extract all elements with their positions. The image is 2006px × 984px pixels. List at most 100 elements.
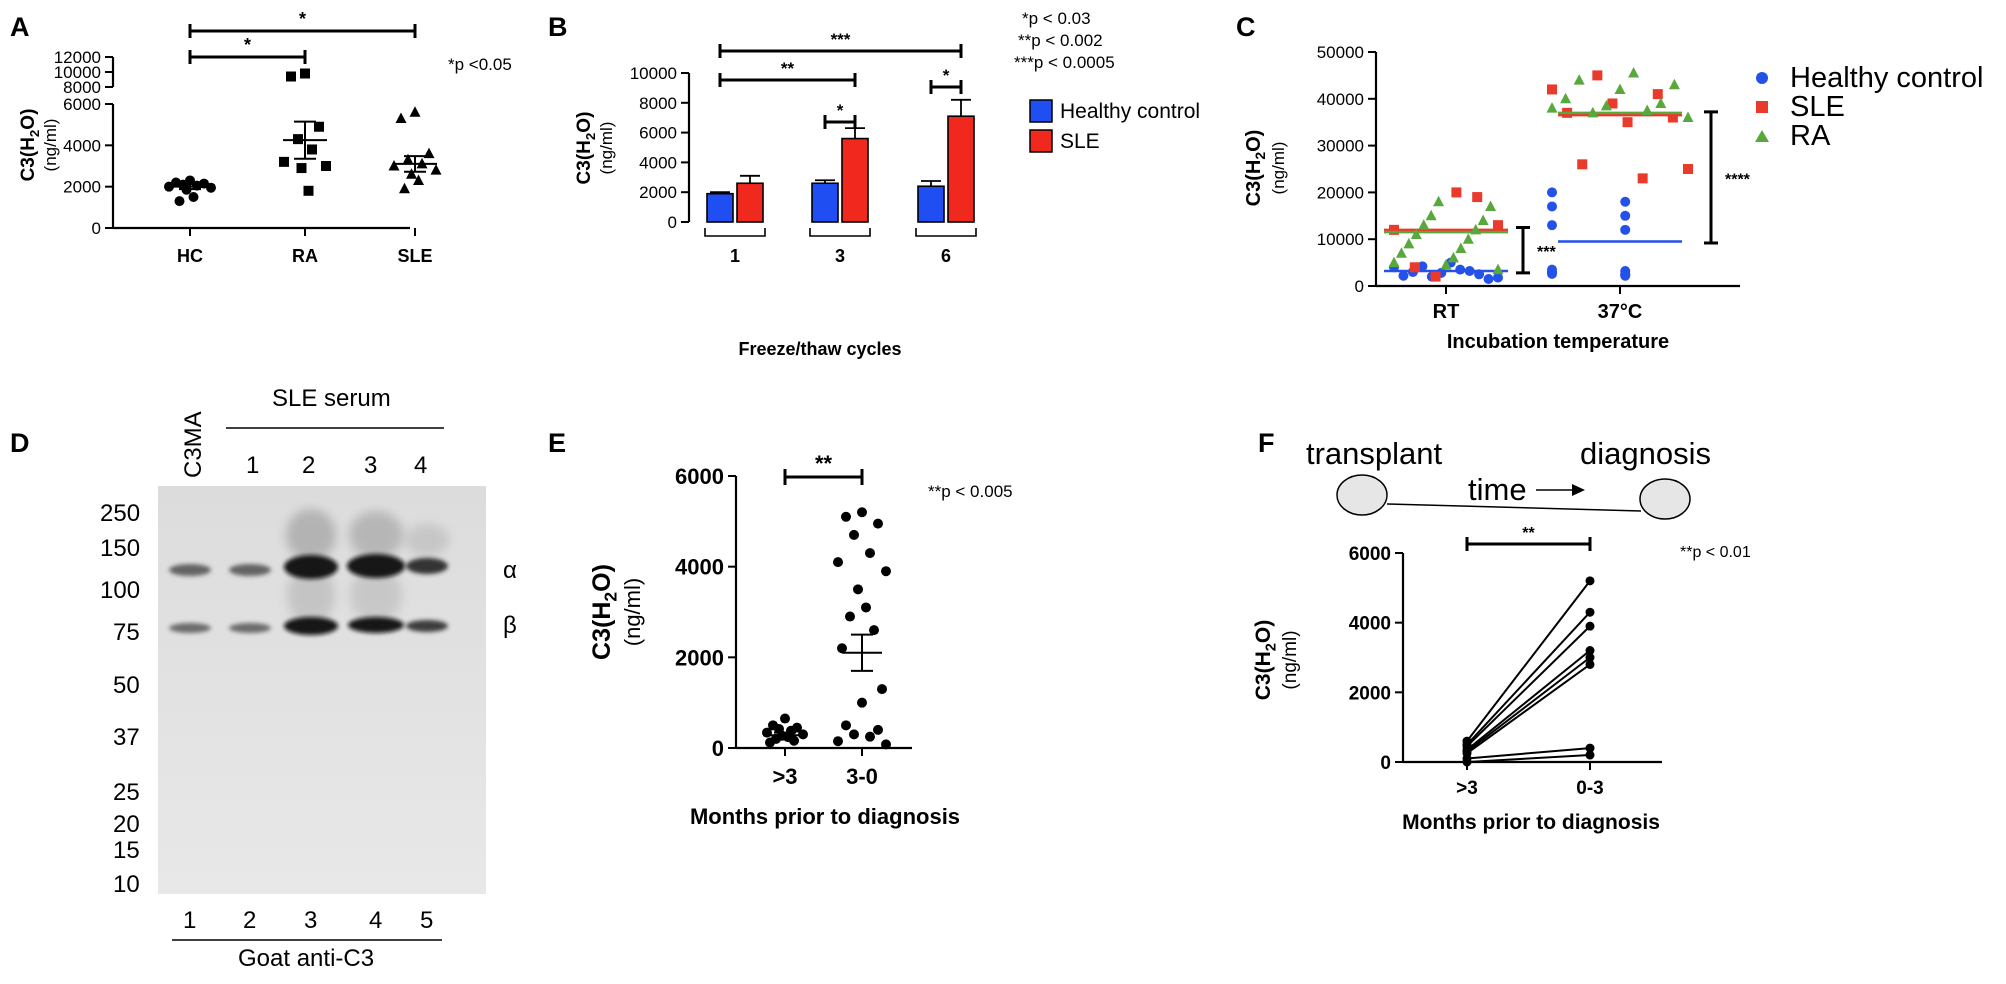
panel-c-ytick-label: 30000 (1317, 137, 1364, 156)
panel-e-point (881, 739, 891, 750)
panel-c-legend: Healthy control SLE RA (1755, 62, 1983, 152)
legend-label-sle: SLE (1060, 130, 1100, 153)
panel-e-ytick-label: 2000 (675, 645, 724, 670)
panel-c-point (1388, 256, 1400, 268)
legend-marker-healthy-control (1756, 72, 1768, 84)
panel-c-xtick-label: RT (1433, 301, 1460, 323)
panel-f-ylabel: C3(H2O) (1252, 620, 1279, 701)
panel-a-point (296, 163, 307, 174)
panel-c-point (1614, 83, 1626, 94)
panel-b-xtick-label: 6 (941, 246, 951, 266)
panel-e-point (849, 729, 859, 740)
panel-f-pair-line (1466, 656, 1591, 753)
panel-b-ytick-label: 8000 (639, 94, 677, 113)
panel-label-f: F (1258, 428, 1275, 458)
blot-bottom-lane-4: 4 (369, 907, 382, 934)
blot-lane-label-1: 1 (246, 452, 259, 479)
band-label-beta: β (503, 612, 517, 639)
panel-a-point (430, 164, 442, 175)
timeline-diagram: transplant diagnosis time (1306, 436, 1711, 520)
panel-f-point-after (1585, 743, 1595, 753)
panel-c-point (1417, 261, 1428, 272)
panel-a-sig-hc-sle-bracket (188, 24, 417, 38)
panel-a-point (303, 185, 314, 196)
panel-a-point (174, 196, 185, 207)
mw-37: 37 (113, 724, 140, 751)
panel-f-point-after (1585, 607, 1595, 617)
panel-a-point (293, 134, 303, 145)
panel-c-point (1547, 187, 1557, 198)
panel-e-point (857, 697, 867, 708)
panel-e-ytick-label: 0 (712, 736, 724, 761)
panel-c-point (1455, 264, 1466, 275)
panel-c-point (1577, 159, 1588, 170)
panel-b-bar (917, 185, 945, 223)
panel-c-point (1622, 117, 1633, 128)
panel-f-ytick-label: 2000 (1349, 683, 1391, 704)
panel-a-point (300, 68, 310, 79)
panel-c-point (1483, 273, 1494, 284)
panel-b-legend: Healthy control SLE (1029, 99, 1200, 153)
panel-b-sig-4-label: * (943, 66, 950, 85)
panel-a-ytick-label-upper: 8000 (63, 78, 101, 97)
panel-a-point (409, 106, 421, 117)
panel-c-sig-rt-bracket (1516, 226, 1530, 275)
timeline-start-label: transplant (1306, 436, 1443, 471)
panel-a-ytick-label-upper: 12000 (54, 48, 101, 67)
panel-f-pair-line (1466, 625, 1591, 748)
panel-b-sig-1-label: *** (831, 30, 851, 49)
panel-b-group-bracket (704, 228, 766, 237)
panel-e-xtick-label: >3 (772, 764, 797, 789)
panel-a-xtick-label: RA (292, 246, 318, 266)
panel-f-xlabel: Months prior to diagnosis (1402, 811, 1660, 834)
panel-a-sig-hc-ra-bracket (188, 50, 307, 64)
band-beta-lane-1 (169, 623, 211, 633)
panel-f-sig-bracket (1465, 537, 1592, 551)
legend-marker-ra (1755, 130, 1769, 142)
panel-f-sig-label: ** (1522, 525, 1535, 542)
band-alpha-lane-2 (229, 564, 271, 576)
panel-a-point (406, 168, 417, 179)
panel-b-sig-1-bracket (718, 44, 963, 58)
blot-lane-label-3: 3 (364, 452, 377, 479)
panel-c-point (1620, 270, 1631, 281)
panel-b-ytick-label: 2000 (639, 183, 677, 202)
panel-e-point (765, 737, 775, 748)
panel-c-point (1668, 78, 1680, 90)
panel-c-point (1573, 74, 1585, 85)
panel-label-b: B (548, 12, 568, 42)
panel-b-bar (841, 137, 869, 223)
panel-b-bar (811, 182, 839, 223)
panel-a-point (192, 180, 202, 191)
panel-e-point (881, 566, 891, 577)
panel-c-point (1462, 233, 1474, 244)
panel-c-point (1398, 270, 1409, 281)
timeline-line (1386, 503, 1642, 512)
blot-lane-label-c3ma: C3MA (180, 411, 207, 478)
panel-b-sig-3-label: * (837, 101, 844, 120)
panel-a-sig-hc-ra-label: * (244, 35, 251, 55)
panel-label-d: D (10, 428, 30, 458)
panel-label-a: A (10, 12, 30, 42)
panel-c-point (1683, 164, 1693, 174)
panel-c-point (1451, 187, 1462, 198)
timeline-end-node (1639, 478, 1691, 520)
panel-c-point (1655, 97, 1667, 108)
panel-c-point (1547, 84, 1557, 95)
blot-bands (169, 509, 449, 635)
panel-a-point (388, 160, 400, 171)
panel-a-point (314, 121, 324, 132)
panel-c-xlabel: Incubation temperature (1447, 331, 1669, 353)
panel-c-point (1418, 219, 1430, 230)
panel-c-point (1637, 173, 1648, 184)
panel-a-point (188, 192, 199, 202)
panel-c-point (1592, 70, 1603, 81)
panel-b-ylabel-unit: (ng/ml) (597, 122, 616, 175)
panel-f-pair-line (1466, 611, 1591, 746)
panel-f-plot: 0 2000 4000 6000 C3(H2O) (ng/ml) >3 0-3 ** Months… (1252, 525, 1662, 834)
panel-label-c: C (1236, 12, 1256, 42)
panel-c-sig-rt-label: *** (1537, 244, 1556, 261)
band-smear-lane-4 (349, 511, 403, 559)
